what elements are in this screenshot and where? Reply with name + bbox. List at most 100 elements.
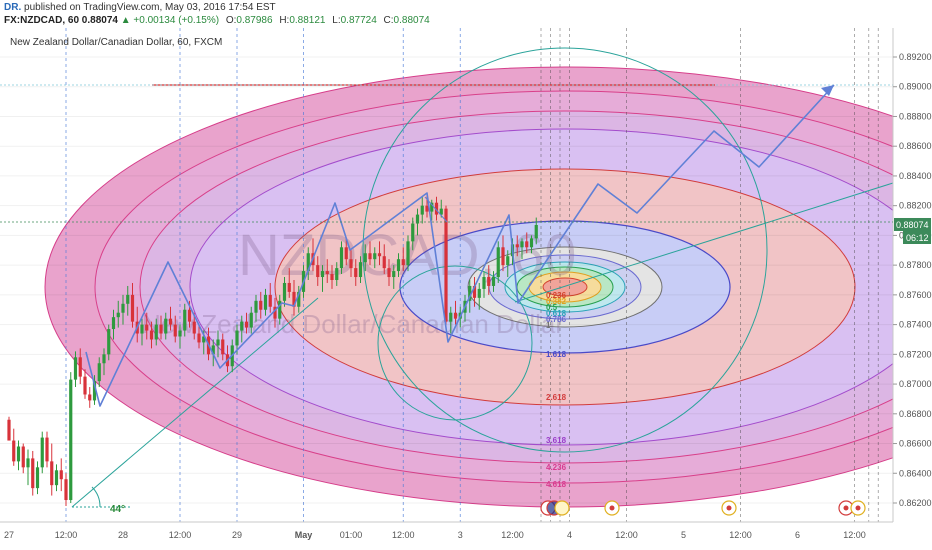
fib-level-label: 0.786 [546, 315, 567, 324]
price-tick-label: 0.87800 [899, 260, 932, 270]
candle-body [126, 294, 130, 304]
angle-arc [91, 486, 101, 508]
time-tick-label: 29 [232, 530, 242, 540]
quote-line: FX:NZDCAD, 60 0.88074 ▲ +0.00134 (+0.15%… [4, 15, 430, 26]
candle-body [259, 300, 263, 310]
fib-level-label: 0.5 [546, 303, 558, 312]
time-tick-label: 12:00 [843, 530, 866, 540]
candle-body [278, 300, 282, 319]
candle-body [97, 363, 101, 382]
last-price: 0.88074 [81, 15, 118, 26]
open-value: 0.87986 [236, 15, 273, 26]
candle-body [211, 345, 215, 355]
candle-body [306, 253, 310, 272]
fib-level-label: 2.618 [546, 393, 567, 402]
price-axis-background [893, 28, 932, 522]
candle-body [292, 291, 296, 307]
candle-body [73, 357, 78, 380]
candle-body [358, 262, 363, 278]
time-axis[interactable]: 27 12:00 28 12:00 29 May 01:00 12:00 3 12:00 4 12:0… [0, 521, 932, 550]
candle-body [444, 208, 448, 322]
zigzag-projection [85, 84, 835, 407]
candle-body [173, 324, 177, 337]
candle-body [382, 256, 386, 269]
candle-body [430, 202, 434, 212]
candle-body [320, 271, 325, 278]
ca-flag-leaf-icon-2 [726, 505, 732, 511]
fib-level-label: 0.618 [546, 309, 567, 318]
candle-body [420, 205, 424, 215]
fib-level-label: 0.236 [546, 291, 567, 300]
candle-body [534, 224, 538, 239]
fib-level-label: 3.618 [546, 436, 567, 445]
candle-body [268, 294, 272, 307]
candle-body [387, 268, 391, 278]
candle-body [349, 259, 353, 269]
candle-body [21, 446, 25, 468]
candle-body [83, 376, 87, 395]
candle-body [529, 238, 534, 248]
candle-body [297, 291, 301, 307]
candle-body [392, 271, 396, 278]
close-value: 0.88074 [393, 15, 430, 26]
candle-body [254, 300, 258, 313]
target-circles [362, 47, 768, 453]
candle-body [335, 268, 339, 280]
price-axis[interactable]: 0.89200 0.89000 0.88800 0.88600 0.88400 0.882… [0, 28, 932, 522]
candle-body [192, 321, 196, 334]
candle-body [50, 461, 54, 486]
candle-body [92, 381, 97, 401]
zigzag-path [85, 84, 835, 407]
candle-body [111, 317, 116, 330]
price-tick-label: 0.86400 [899, 468, 932, 478]
candle-body [453, 312, 458, 319]
candle-body [107, 329, 111, 355]
low-label: L: [332, 15, 341, 26]
angle-label: 44° [110, 504, 125, 515]
candle-body [468, 285, 472, 301]
candle-body [140, 324, 144, 334]
candle-body [282, 282, 287, 301]
candle-body [496, 247, 500, 278]
candle-body [154, 324, 158, 340]
candle-body [164, 318, 168, 334]
publication-line: DR. published on TradingView.com, May 03… [4, 2, 276, 13]
angle-trendline [71, 297, 319, 508]
candle-body [216, 339, 220, 346]
candle-body [425, 205, 429, 212]
candle-body [401, 259, 405, 266]
ca-flag-leaf-icon [609, 505, 615, 511]
time-tick-label: May [295, 530, 313, 540]
candle-body [240, 321, 244, 331]
price-tick-label: 0.88600 [899, 141, 932, 151]
target-circle-small [377, 265, 533, 421]
candle-body [12, 440, 16, 462]
price-tick-label: 0.86800 [899, 409, 932, 419]
low-value: 0.87724 [340, 15, 377, 26]
candle-body [178, 330, 182, 337]
author-name[interactable]: DR. [4, 2, 22, 13]
snapshot-header: DR. published on TradingView.com, May 03… [0, 0, 932, 28]
candle-body [515, 244, 519, 248]
published-text: published on TradingView.com, May 03, 20… [24, 2, 276, 13]
change-up-icon: ▲ [120, 15, 131, 26]
fib-level-label: 0.382 [546, 297, 567, 306]
candle-body [69, 379, 73, 501]
time-tick-label: 12:00 [392, 530, 415, 540]
candle-body [249, 312, 253, 328]
candle-body [406, 241, 410, 266]
trendlines: 44° [0, 84, 894, 515]
price-tick-label: 0.89200 [899, 52, 932, 62]
event-flag-icon[interactable] [554, 500, 570, 516]
price-chart[interactable]: NZDCAD, 60 New Zealand Dollar/Canadian D… [0, 28, 932, 550]
candle-body [491, 277, 496, 286]
zigzag-leg [424, 196, 448, 223]
candle-body [330, 274, 334, 280]
time-axis-labels: 27 12:00 28 12:00 29 May 01:00 12:00 3 12:00 4 12:0… [4, 530, 866, 540]
price-tick-label: 0.87400 [899, 320, 932, 330]
candle-body [439, 208, 443, 215]
bar-countdown-text: 06:12 [906, 233, 929, 243]
candle-body [202, 336, 206, 343]
